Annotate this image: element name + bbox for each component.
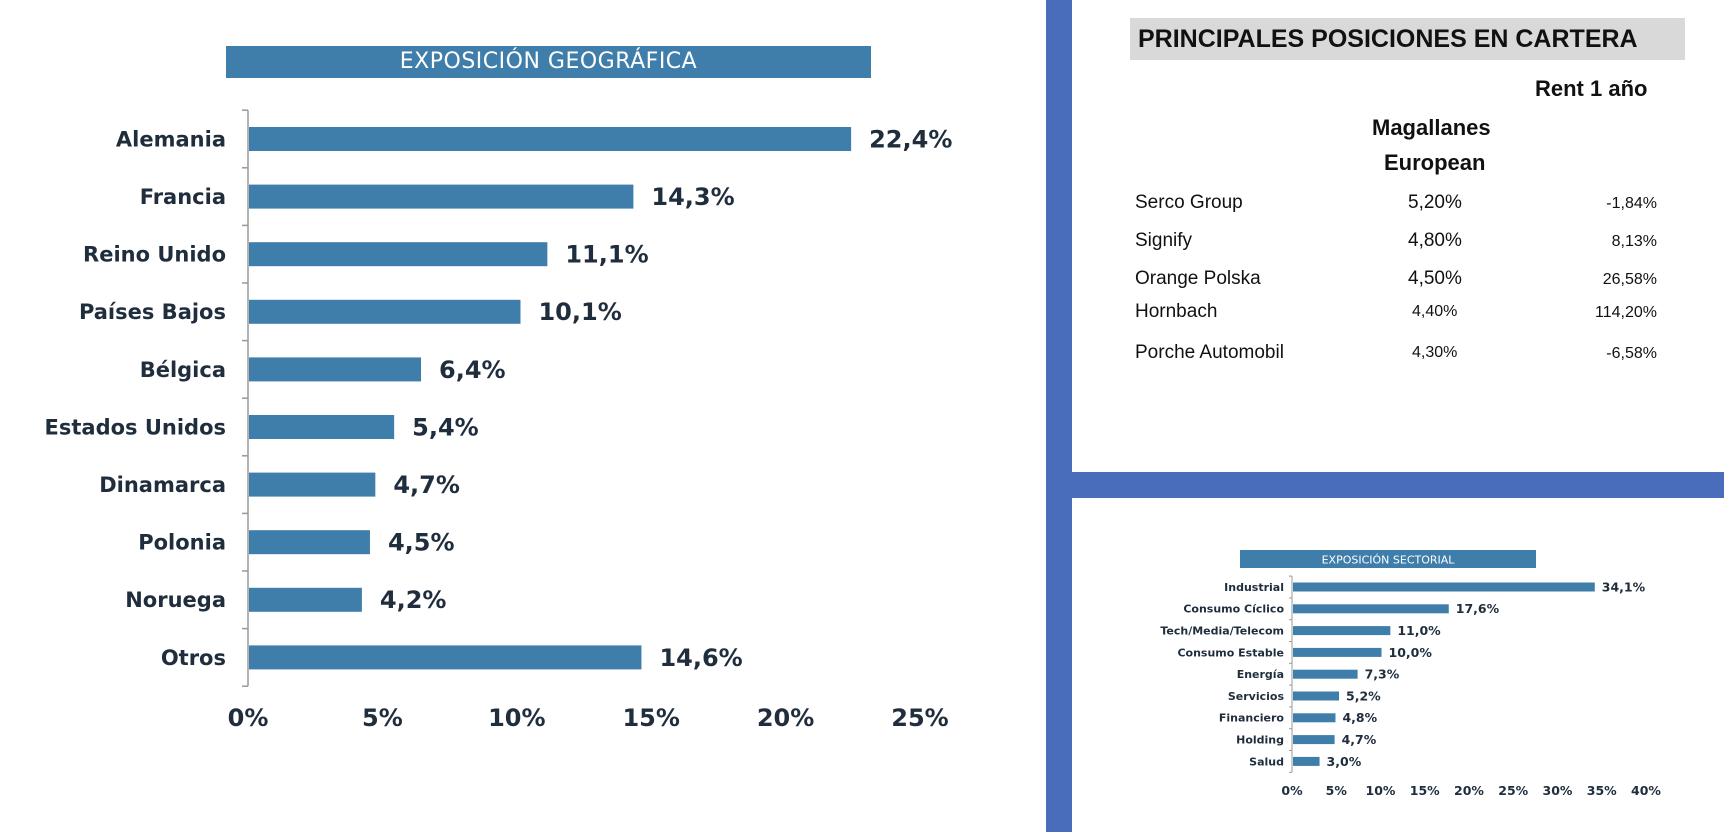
- sector-chart-title: EXPOSICIÓN SECTORIAL: [1322, 554, 1456, 567]
- value-label: 4,2%: [380, 586, 447, 614]
- x-tick-label: 40%: [1631, 783, 1661, 798]
- value-label: 11,1%: [565, 241, 648, 269]
- x-tick-label: 0%: [228, 704, 269, 732]
- value-label: 11,0%: [1397, 623, 1441, 638]
- x-tick-label: 5%: [1326, 783, 1348, 798]
- category-label: Polonia: [138, 531, 226, 555]
- holding-name: Signify: [1135, 230, 1193, 251]
- x-tick-label: 35%: [1587, 783, 1617, 798]
- holding-weight: 4,80%: [1408, 230, 1462, 251]
- category-label: Tech/Media/Telecom: [1160, 624, 1284, 637]
- holding-weight: 4,50%: [1408, 268, 1462, 289]
- x-tick-label: 20%: [757, 704, 814, 732]
- category-label: Servicios: [1228, 690, 1285, 703]
- bar: [1293, 735, 1335, 745]
- bar: [1293, 582, 1595, 592]
- bar: [249, 357, 422, 382]
- geo-chart-title: EXPOSICIÓN GEOGRÁFICA: [226, 46, 871, 78]
- value-label: 10,0%: [1389, 645, 1433, 660]
- holding-weight: 4,30%: [1412, 344, 1458, 361]
- value-label: 5,4%: [412, 413, 479, 441]
- value-label: 22,4%: [869, 125, 952, 153]
- category-label: Industrial: [1224, 581, 1284, 594]
- holding-return: 8,13%: [1611, 233, 1657, 250]
- value-label: 4,7%: [393, 471, 460, 499]
- sector-exposure-chart: EXPOSICIÓN SECTORIAL Industrial 34,1% Consu…: [1160, 550, 1661, 798]
- holding-name: Serco Group: [1135, 192, 1243, 213]
- bar: [249, 242, 548, 267]
- holding-return: 26,58%: [1602, 271, 1657, 288]
- value-label: 14,6%: [659, 644, 742, 672]
- x-tick-label: 25%: [1498, 783, 1528, 798]
- x-tick-label: 5%: [362, 704, 403, 732]
- value-label: 10,1%: [538, 298, 621, 326]
- value-label: 5,2%: [1346, 688, 1381, 703]
- bar: [249, 645, 642, 670]
- category-label: Holding: [1236, 733, 1284, 746]
- category-label: Energía: [1237, 668, 1284, 681]
- category-label: Reino Unido: [83, 243, 226, 267]
- value-label: 34,1%: [1602, 579, 1646, 594]
- weight-column-header-line2: European: [1384, 150, 1486, 175]
- holding-name: Orange Polska: [1135, 268, 1261, 289]
- category-label: Bélgica: [140, 358, 226, 382]
- holding-return: -6,58%: [1606, 345, 1657, 362]
- category-label: Consumo Estable: [1177, 646, 1284, 659]
- value-label: 17,6%: [1456, 601, 1500, 616]
- bar: [1293, 604, 1449, 614]
- return-column-header: Rent 1 año: [1535, 76, 1648, 101]
- category-label: Dinamarca: [99, 473, 226, 497]
- geo-exposure-chart: Alemania 22,4% Francia 14,3% Reino Unido 11,1…: [45, 109, 952, 732]
- holdings-title: PRINCIPALES POSICIONES EN CARTERA: [1130, 18, 1685, 60]
- bar: [249, 587, 362, 612]
- holding-return: -1,84%: [1606, 195, 1657, 212]
- bar: [249, 472, 376, 497]
- divider-vertical: [1046, 0, 1072, 832]
- value-label: 4,8%: [1342, 710, 1377, 725]
- x-tick-label: 25%: [891, 704, 948, 732]
- bar: [249, 530, 370, 555]
- category-label: Otros: [161, 646, 226, 670]
- holding-return: 114,20%: [1595, 304, 1657, 321]
- bar: [1293, 713, 1336, 723]
- x-tick-label: 0%: [1281, 783, 1303, 798]
- x-tick-label: 15%: [1410, 783, 1440, 798]
- sector-title-bar: [1240, 550, 1536, 568]
- category-label: Salud: [1249, 755, 1284, 768]
- divider-horizontal: [1072, 472, 1724, 498]
- value-label: 4,7%: [1342, 732, 1377, 747]
- bar: [249, 184, 634, 209]
- value-label: 3,0%: [1327, 754, 1362, 769]
- x-tick-label: 20%: [1454, 783, 1484, 798]
- holding-name: Hornbach: [1135, 301, 1218, 322]
- holding-name: Porche Automobil: [1135, 342, 1284, 363]
- x-tick-label: 15%: [622, 704, 679, 732]
- category-label: Noruega: [125, 588, 226, 612]
- category-label: Francia: [140, 185, 226, 209]
- bar: [249, 299, 521, 324]
- bar: [1293, 691, 1340, 701]
- bar: [249, 127, 852, 151]
- category-label: Financiero: [1219, 712, 1285, 725]
- bar: [249, 415, 395, 439]
- bar: [1293, 756, 1320, 766]
- value-label: 6,4%: [439, 356, 506, 384]
- weight-column-header-line1: Magallanes: [1372, 115, 1491, 140]
- bar: [1293, 626, 1391, 636]
- holding-weight: 4,40%: [1412, 303, 1458, 320]
- value-label: 14,3%: [651, 183, 734, 211]
- bar: [1293, 669, 1358, 679]
- value-label: 4,5%: [388, 529, 455, 557]
- bar: [1293, 647, 1382, 657]
- category-label: Estados Unidos: [45, 415, 226, 439]
- category-label: Países Bajos: [79, 300, 226, 324]
- holding-weight: 5,20%: [1408, 192, 1462, 213]
- category-label: Consumo Cíclico: [1183, 603, 1284, 616]
- x-tick-label: 10%: [488, 704, 545, 732]
- x-tick-label: 30%: [1543, 783, 1573, 798]
- category-label: Alemania: [116, 127, 226, 151]
- value-label: 7,3%: [1365, 667, 1400, 682]
- x-tick-label: 10%: [1366, 783, 1396, 798]
